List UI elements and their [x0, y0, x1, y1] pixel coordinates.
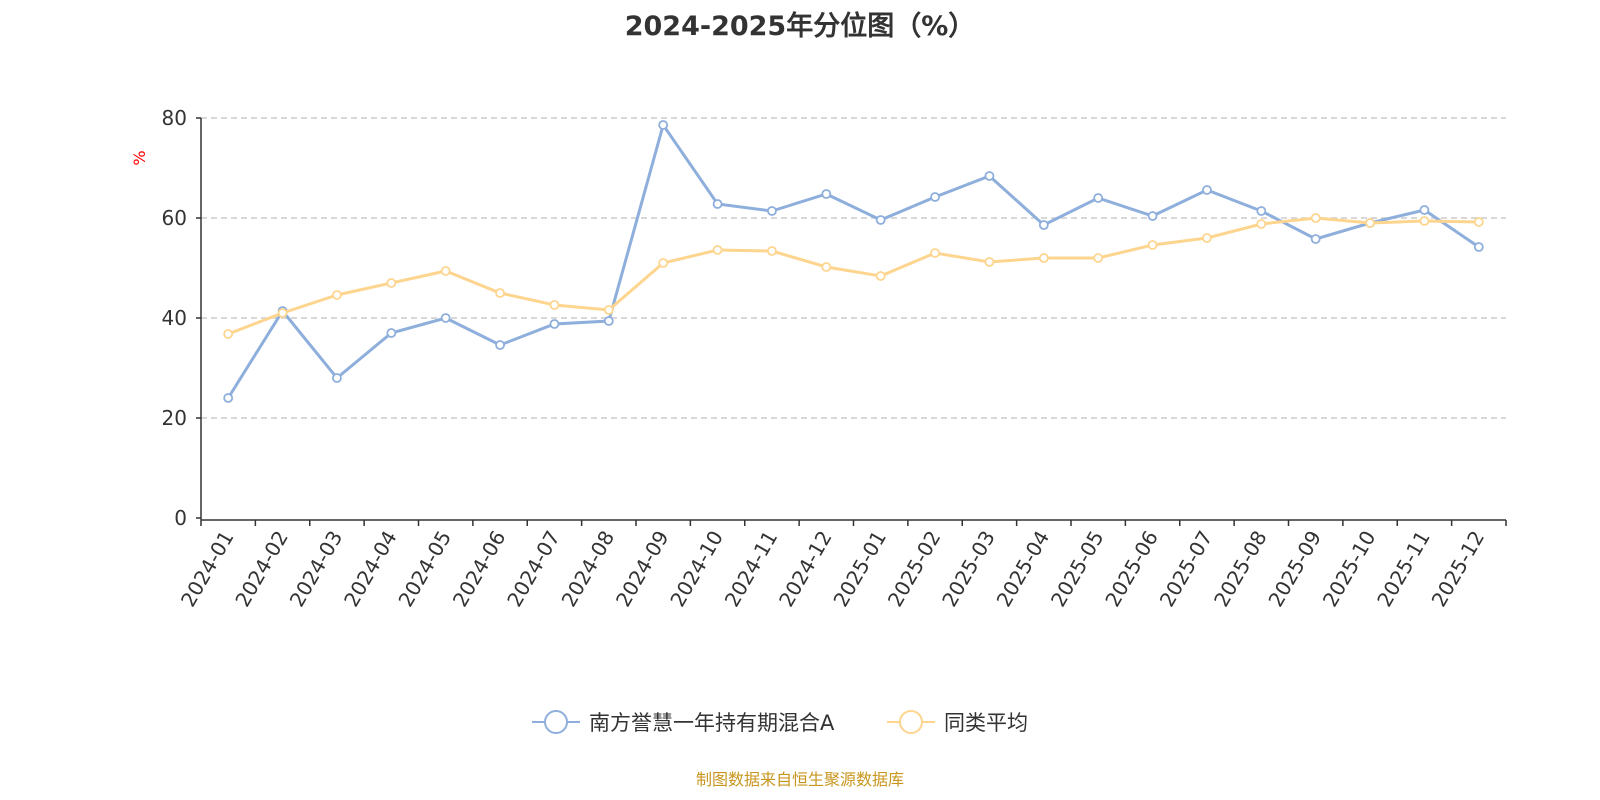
x-tick-label: 2024-07: [502, 527, 565, 611]
x-tick-label: 2025-03: [937, 527, 1000, 611]
x-tick-label: 2025-10: [1318, 527, 1381, 611]
x-tick-label: 2024-05: [393, 527, 456, 611]
data-point: [549, 319, 560, 329]
data-point: [1473, 242, 1484, 252]
data-point: [440, 266, 451, 276]
x-tick-label: 2024-10: [665, 527, 728, 611]
data-point: [1147, 240, 1158, 250]
data-point: [930, 248, 940, 258]
data-point: [1256, 219, 1267, 229]
data-point: [1147, 211, 1158, 221]
data-point: [277, 308, 288, 318]
data-point: [1365, 218, 1375, 228]
data-point: [767, 206, 777, 216]
data-point: [821, 262, 832, 272]
data-point: [1038, 253, 1049, 263]
data-point: [712, 245, 723, 255]
y-tick-label: 80: [162, 106, 187, 130]
x-tick-label: 2025-08: [1209, 527, 1272, 611]
y-tick-label: 40: [162, 306, 187, 330]
y-tick-label: 60: [162, 206, 187, 230]
data-point: [1256, 206, 1267, 216]
x-tick-label: 2025-07: [1155, 527, 1218, 611]
data-point: [658, 120, 669, 130]
data-point: [1473, 217, 1484, 227]
data-point: [821, 189, 832, 199]
data-point: [603, 316, 614, 326]
series-line: [226, 121, 1480, 399]
x-tick-label: 2024-03: [285, 527, 348, 611]
data-point: [767, 246, 777, 256]
data-point: [495, 288, 505, 298]
data-point: [440, 313, 451, 323]
data-point: [1310, 234, 1321, 244]
data-point: [1093, 253, 1104, 263]
legend-marker: [899, 710, 923, 734]
data-point: [1202, 185, 1212, 195]
x-tick-label: 2025-06: [1100, 527, 1163, 611]
data-point: [712, 199, 723, 209]
legend-marker: [544, 710, 568, 734]
data-point: [1419, 216, 1430, 226]
y-axis-label: %: [130, 150, 149, 165]
y-tick-label: 0: [174, 506, 187, 530]
data-point: [984, 257, 995, 267]
x-tick-label: 2025-02: [883, 527, 946, 611]
x-tick-label: 2025-01: [828, 527, 891, 611]
x-tick-label: 2024-06: [448, 527, 511, 611]
data-point: [1093, 193, 1104, 203]
data-point: [1202, 233, 1212, 243]
x-tick-label: 2025-05: [1046, 527, 1109, 611]
data-point: [930, 192, 940, 202]
data-point: [223, 393, 234, 403]
x-tick-label: 2024-09: [611, 527, 674, 611]
source-note: 制图数据来自恒生聚源数据库: [695, 770, 904, 789]
y-tick-label: 20: [162, 406, 187, 430]
data-point: [875, 215, 886, 225]
data-point: [549, 300, 560, 310]
data-point: [984, 171, 995, 181]
data-point: [1038, 220, 1049, 230]
data-point: [332, 290, 342, 300]
data-point: [1310, 213, 1321, 223]
series-line: [227, 216, 1479, 336]
x-tick-label: 2024-08: [557, 527, 620, 611]
data-point: [223, 329, 234, 339]
x-tick-label: 2024-02: [230, 527, 293, 611]
data-point: [658, 258, 669, 268]
data-point: [603, 305, 614, 315]
chart-title: 2024-2025年分位图（%）: [624, 11, 976, 42]
x-tick-label: 2024-11: [720, 527, 783, 611]
x-tick-label: 2024-01: [176, 527, 239, 611]
x-tick-label: 2025-09: [1263, 527, 1326, 611]
data-point: [495, 340, 505, 350]
data-point: [1419, 205, 1430, 215]
data-point: [875, 271, 886, 281]
x-tick-label: 2025-04: [992, 527, 1055, 611]
legend-label: 南方誉慧一年持有期混合A: [589, 711, 835, 735]
legend-label: 同类平均: [944, 711, 1028, 735]
data-point: [386, 278, 397, 288]
data-point: [332, 373, 342, 383]
x-tick-label: 2024-12: [774, 527, 837, 611]
x-tick-label: 2025-12: [1427, 527, 1490, 611]
x-tick-label: 2025-11: [1372, 527, 1435, 611]
x-tick-label: 2024-04: [339, 527, 402, 611]
data-point: [386, 328, 397, 338]
